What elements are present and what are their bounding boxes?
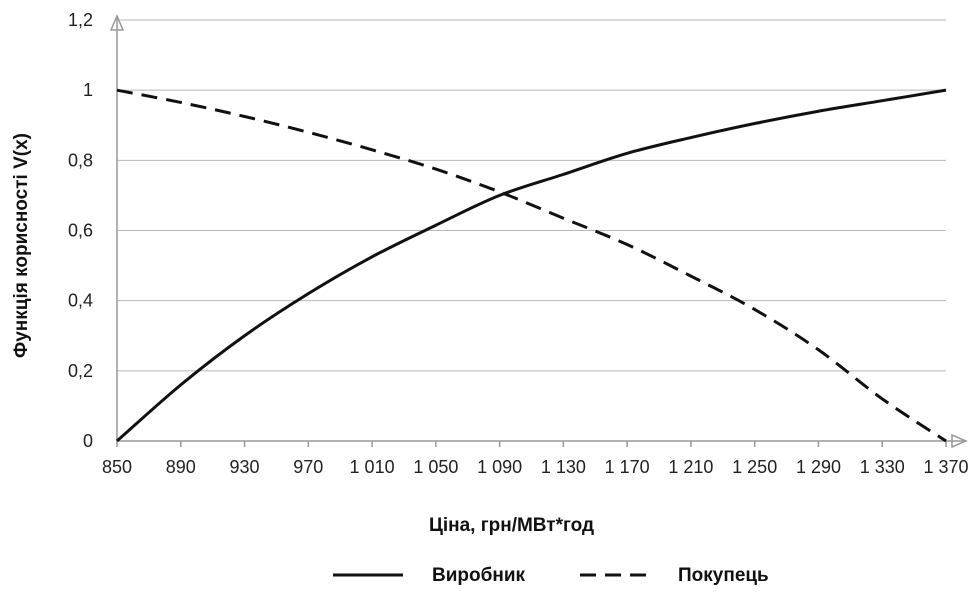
y-tick-label: 0,6: [68, 221, 93, 241]
y-tick-label: 0,4: [68, 291, 93, 311]
x-tick-label: 1 290: [796, 457, 841, 477]
x-tick-label: 1 010: [350, 457, 395, 477]
x-tick-label: 1 330: [860, 457, 905, 477]
y-tick-label: 0,8: [68, 150, 93, 170]
legend-label-pokupets: Покупець: [678, 565, 769, 586]
x-tick-label: 1 250: [732, 457, 777, 477]
y-tick-labels: 0 0,2 0,4 0,6 0,8 1 1,2: [68, 10, 93, 451]
series-line-pokupets: [116, 88, 947, 443]
y-axis-title: Функція корисності V(x): [11, 133, 32, 358]
y-tick-label: 1,2: [68, 10, 93, 30]
y-tick-label: 0,2: [68, 361, 93, 381]
x-tick-label: 970: [293, 457, 323, 477]
y-tick-label: 1: [83, 80, 93, 100]
y-tick-label: 0: [83, 431, 93, 451]
series-line-vyrobnyk: [116, 88, 947, 443]
x-tick-label: 1 050: [413, 457, 458, 477]
series-lines: [116, 88, 947, 443]
x-tick-label: 1 130: [541, 457, 586, 477]
x-axis-title: Ціна, грн/МВт*год: [429, 515, 594, 536]
x-tick-labels: 850 890 930 970 1 010 1 050 1 090 1 130 1 170 1 2…: [102, 441, 969, 477]
x-tick-label: 1 370: [923, 457, 968, 477]
x-tick-label: 1 090: [477, 457, 522, 477]
x-tick-label: 850: [102, 457, 132, 477]
x-tick-label: 1 210: [668, 457, 713, 477]
axes: [109, 14, 968, 449]
grid-lines: [117, 19, 946, 372]
y-axis-arrow: [109, 14, 125, 31]
x-axis-arrow: [951, 433, 968, 449]
legend-label-vyrobnyk: Виробник: [432, 565, 526, 586]
x-tick-label: 1 170: [605, 457, 650, 477]
legend: Виробник Покупець: [333, 565, 769, 586]
x-tick-label: 930: [230, 457, 260, 477]
x-tick-label: 890: [166, 457, 196, 477]
